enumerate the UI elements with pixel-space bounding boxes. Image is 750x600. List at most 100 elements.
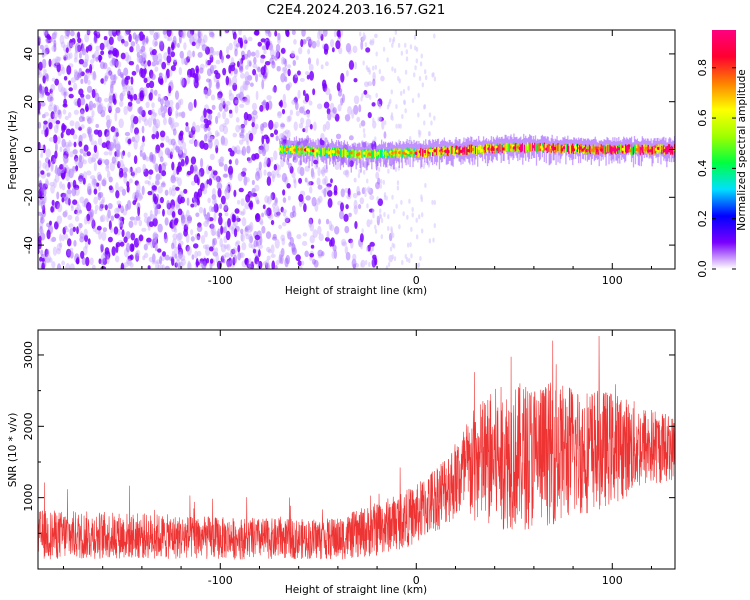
heatmap-cell [177,177,182,187]
heatmap-cell [230,64,236,72]
heatmap-cell [193,139,198,147]
heatmap-cell [291,171,296,178]
heatmap-cell [142,163,147,173]
heatmap-cell [409,149,411,158]
heatmap-cell [233,254,238,264]
heatmap-cell [120,262,125,269]
heatmap-cell [273,164,278,171]
heatmap-cell [63,75,68,81]
heatmap-cell [548,140,550,166]
heatmap-cell [88,188,92,196]
heatmap-cell [232,132,238,138]
heatmap-cell [125,30,130,35]
heatmap-cell [624,145,626,154]
heatmap-cell [430,120,433,126]
heatmap-cell [268,119,274,130]
heatmap-cell [423,120,426,126]
heatmap-cell [247,36,253,42]
heatmap-cell [134,180,139,186]
heatmap-cell [83,228,88,237]
heatmap-cell [326,230,330,239]
heatmap-cell [225,185,230,191]
heatmap-cell [254,234,261,241]
heatmap-cell [114,207,120,215]
heatmap-cell [212,251,219,257]
heatmap-cell [143,168,149,177]
heatmap-cell [46,229,51,240]
heatmap-cell [145,35,149,45]
heatmap-cell [170,65,176,72]
heatmap-cell [304,139,306,155]
heatmap-cell [321,79,327,89]
heatmap-cell [155,130,160,140]
heatmap-cell [40,212,44,218]
heatmap-cell [204,133,208,142]
heatmap-cell [390,231,394,237]
heatmap-cell [424,183,427,189]
heatmap-cell [546,136,548,154]
heatmap-cell [300,117,305,125]
heatmap-cell [222,125,229,135]
heatmap-cell [221,254,227,259]
heatmap-cell [659,146,661,155]
heatmap-cell [40,86,46,95]
heatmap-cell [146,237,152,243]
snr-series [38,335,675,560]
heatmap-cell [523,142,525,151]
heatmap-cell [74,71,80,81]
heatmap-cell [149,154,154,163]
colorbar-gradient [712,30,736,269]
heatmap-cell [263,142,270,153]
heatmap-cell [306,74,310,80]
heatmap-cell [218,216,223,226]
heatmap-cell [534,135,537,151]
heatmap-cell [392,36,396,42]
heatmap-cell [164,74,168,83]
heatmap-cell [411,207,414,213]
heatmap-cell [376,196,379,202]
heatmap-cell [155,174,160,185]
heatmap-cell [72,149,78,155]
heatmap-cell [387,142,390,148]
heatmap-cell [119,241,125,247]
heatmap-cell [630,144,633,153]
heatmap-cell [547,143,549,152]
heatmap-cell [417,214,421,220]
heatmap-cell [49,220,52,226]
heatmap-cell [88,100,94,111]
heatmap-cell [352,192,358,199]
heatmap-cell [397,139,401,145]
heatmap-cell [237,244,241,253]
heatmap-cell [632,146,635,155]
heatmap-cell [362,37,365,43]
heatmap-cell [78,88,84,96]
heatmap-cell [432,237,435,243]
heatmap-cell [268,30,272,38]
heatmap-cell [409,44,413,50]
heatmap-cell [245,177,250,183]
heatmap-cell [373,149,375,158]
heatmap-cell [166,55,172,64]
heatmap-cell [380,157,383,163]
heatmap-cell [122,86,128,92]
heatmap-cell [51,32,57,40]
heatmap-cell [203,220,209,227]
heatmap-cell [95,45,100,52]
heatmap-cell [133,93,138,101]
heatmap-cell [433,76,437,82]
heatmap-cell [99,61,105,70]
heatmap-cell [239,37,243,47]
heatmap-cell [155,261,160,269]
heatmap-cell [110,126,116,133]
heatmap-cell [372,150,374,159]
heatmap-cell [67,112,72,118]
heatmap-cell [277,208,281,218]
heatmap-cell [312,88,316,96]
heatmap-cell [217,112,221,119]
heatmap-cell [298,194,304,203]
heatmap-cell [191,254,195,260]
heatmap-cell [141,135,145,143]
heatmap-cell [395,104,398,110]
heatmap-cell [117,68,122,77]
heatmap-cell [92,102,97,109]
